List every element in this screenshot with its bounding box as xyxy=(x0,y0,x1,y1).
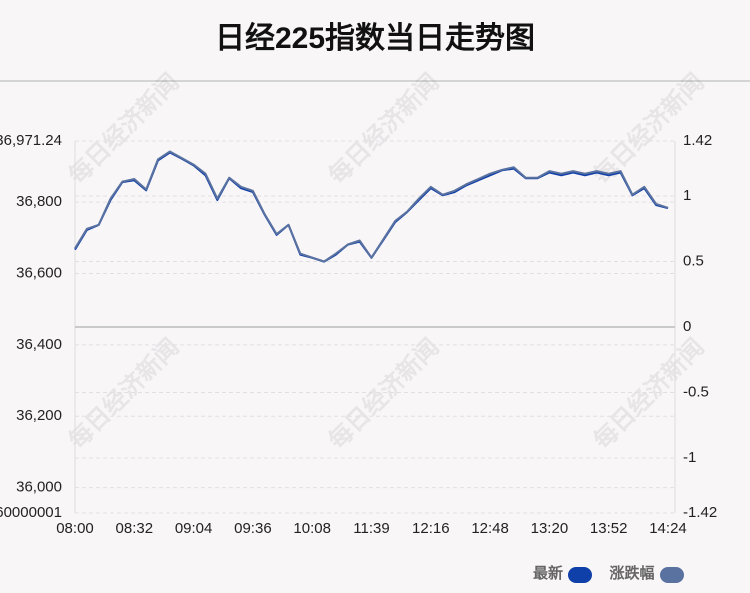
y2-tick-label: 0.5 xyxy=(683,252,704,269)
y2-tick-label: -0.5 xyxy=(683,383,709,400)
x-tick-label: 13:20 xyxy=(531,520,569,537)
legend-label: 涨跌幅 xyxy=(609,564,654,582)
watermark: 每日经济新闻 xyxy=(588,68,710,190)
watermark: 每日经济新闻 xyxy=(323,333,445,455)
line-series xyxy=(74,151,669,263)
x-tick-label: 11:39 xyxy=(353,520,389,537)
y-tick-label: 36,200 xyxy=(16,407,62,424)
watermark: 每日经济新闻 xyxy=(63,68,185,190)
legend-label: 最新 xyxy=(533,564,563,582)
y-tick-label: 36,600 xyxy=(16,264,62,281)
x-tick-label: 10:08 xyxy=(293,520,331,537)
y-tick-label: 36,971.24 xyxy=(0,132,62,149)
x-tick-label: 08:32 xyxy=(116,520,154,537)
x-tick-label: 14:24 xyxy=(649,520,687,537)
y2-tick-label: -1 xyxy=(683,449,696,466)
y-tick-label: 36,400 xyxy=(16,336,62,353)
x-tick-label: 13:52 xyxy=(590,520,628,537)
line-series xyxy=(74,150,669,263)
x-tick-label: 08:00 xyxy=(56,520,94,537)
x-tick-label: 12:16 xyxy=(412,520,450,537)
y2-tick-label: -1.42 xyxy=(683,504,717,521)
legend-swatch xyxy=(568,567,592,583)
chart-title: 日经225指数当日走势图 xyxy=(215,21,535,55)
x-tick-label: 09:36 xyxy=(234,520,272,537)
y-tick-label: 36,800 xyxy=(16,193,62,210)
watermark: 每日经济新闻 xyxy=(63,333,185,455)
watermark: 每日经济新闻 xyxy=(323,68,445,190)
y-tick-label: 35,928.760000001 xyxy=(0,504,62,521)
legend-swatch xyxy=(660,567,684,583)
y2-tick-label: 0 xyxy=(683,318,691,335)
y2-tick-label: 1 xyxy=(683,187,691,204)
y2-tick-label: 1.42 xyxy=(683,132,712,149)
y-tick-label: 36,000 xyxy=(16,479,62,496)
x-tick-label: 09:04 xyxy=(175,520,213,537)
x-tick-label: 12:48 xyxy=(471,520,509,537)
